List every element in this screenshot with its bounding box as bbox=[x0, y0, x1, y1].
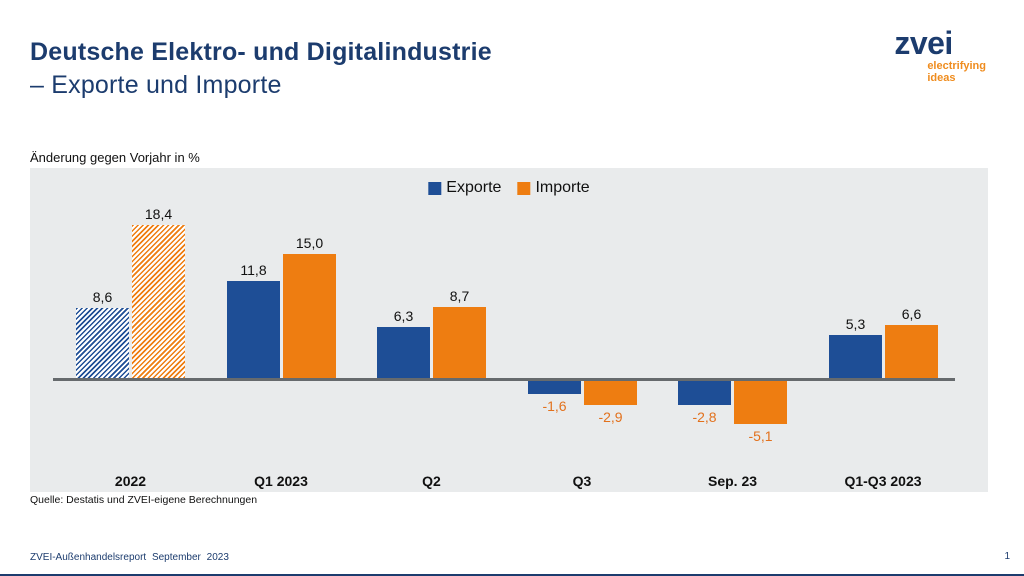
value-label-importe-q1-q3-2023: 6,6 bbox=[901, 306, 922, 322]
x-axis-label-q1-2023: Q1 2023 bbox=[254, 473, 308, 489]
value-label-importe-q2: 8,7 bbox=[449, 288, 470, 304]
x-axis-label-q3: Q3 bbox=[572, 473, 592, 489]
value-label-exporte-q1-q3-2023: 5,3 bbox=[845, 316, 866, 332]
bar-exporte-2022 bbox=[76, 308, 129, 380]
bar-exporte-q1-q3-2023 bbox=[829, 335, 882, 380]
value-label-importe-q1-2023: 15,0 bbox=[295, 235, 324, 251]
bottom-rule bbox=[0, 574, 1024, 576]
axis-unit-note: Änderung gegen Vorjahr in % bbox=[30, 150, 200, 165]
legend-item-exporte: Exporte bbox=[428, 179, 501, 197]
page-number: 1 bbox=[1004, 551, 1010, 562]
legend-swatch-exporte bbox=[428, 181, 442, 195]
legend-swatch-importe bbox=[517, 181, 531, 195]
x-axis-label-2022: 2022 bbox=[114, 473, 147, 489]
plot-area: Exporte Importe 8,6 18,4 2022 11,8 15,0 Q1 20… bbox=[30, 168, 988, 492]
value-label-exporte-2022: 8,6 bbox=[92, 289, 113, 305]
tagline-line-1: electrifying bbox=[927, 60, 986, 72]
bar-exporte-q2 bbox=[377, 327, 430, 380]
page-title: Deutsche Elektro- und Digitalindustrie –… bbox=[30, 36, 492, 102]
legend-label-importe: Importe bbox=[535, 179, 590, 196]
value-label-importe-sep-23: -5,1 bbox=[748, 428, 773, 444]
title-line-1: Deutsche Elektro- und Digitalindustrie bbox=[30, 38, 492, 66]
zvei-logo-wordmark: zvei bbox=[894, 25, 953, 61]
bar-importe-sep-23 bbox=[734, 381, 787, 424]
value-label-importe-q3: -2,9 bbox=[598, 409, 623, 425]
value-label-exporte-sep-23: -2,8 bbox=[692, 409, 717, 425]
value-label-exporte-q1-2023: 11,8 bbox=[240, 262, 267, 278]
legend: Exporte Importe bbox=[428, 179, 590, 197]
bar-exporte-sep-23 bbox=[678, 381, 731, 405]
value-label-exporte-q3: -1,6 bbox=[542, 398, 567, 414]
legend-item-importe: Importe bbox=[517, 179, 590, 197]
zero-axis-line bbox=[53, 378, 955, 381]
value-label-exporte-q2: 6,3 bbox=[393, 308, 414, 324]
zvei-logo-tagline: electrifying ideas bbox=[927, 60, 986, 84]
source-note: Quelle: Destatis und ZVEI-eigene Berechn… bbox=[30, 494, 258, 506]
bar-importe-2022 bbox=[132, 225, 185, 380]
tagline-line-2: ideas bbox=[927, 72, 956, 84]
x-axis-label-q2: Q2 bbox=[422, 473, 441, 489]
legend-label-exporte: Exporte bbox=[446, 179, 502, 196]
footer-report-title: ZVEI-Außenhandelsreport September 2023 bbox=[30, 552, 229, 563]
bar-importe-q1-q3-2023 bbox=[885, 325, 938, 380]
x-axis-label-sep-23: Sep. 23 bbox=[707, 473, 758, 489]
x-axis-label-q1-q3-2023: Q1-Q3 2023 bbox=[844, 473, 922, 489]
bar-exporte-q3 bbox=[528, 381, 581, 394]
bar-exporte-q1-2023 bbox=[227, 281, 280, 380]
title-line-2: – Exporte und Importe bbox=[30, 71, 282, 99]
bar-importe-q2 bbox=[433, 307, 486, 380]
bar-importe-q3 bbox=[584, 381, 637, 405]
value-label-importe-2022: 18,4 bbox=[144, 206, 173, 222]
zvei-logo: zvei electrifying ideas bbox=[894, 25, 986, 84]
bar-importe-q1-2023 bbox=[283, 254, 336, 380]
